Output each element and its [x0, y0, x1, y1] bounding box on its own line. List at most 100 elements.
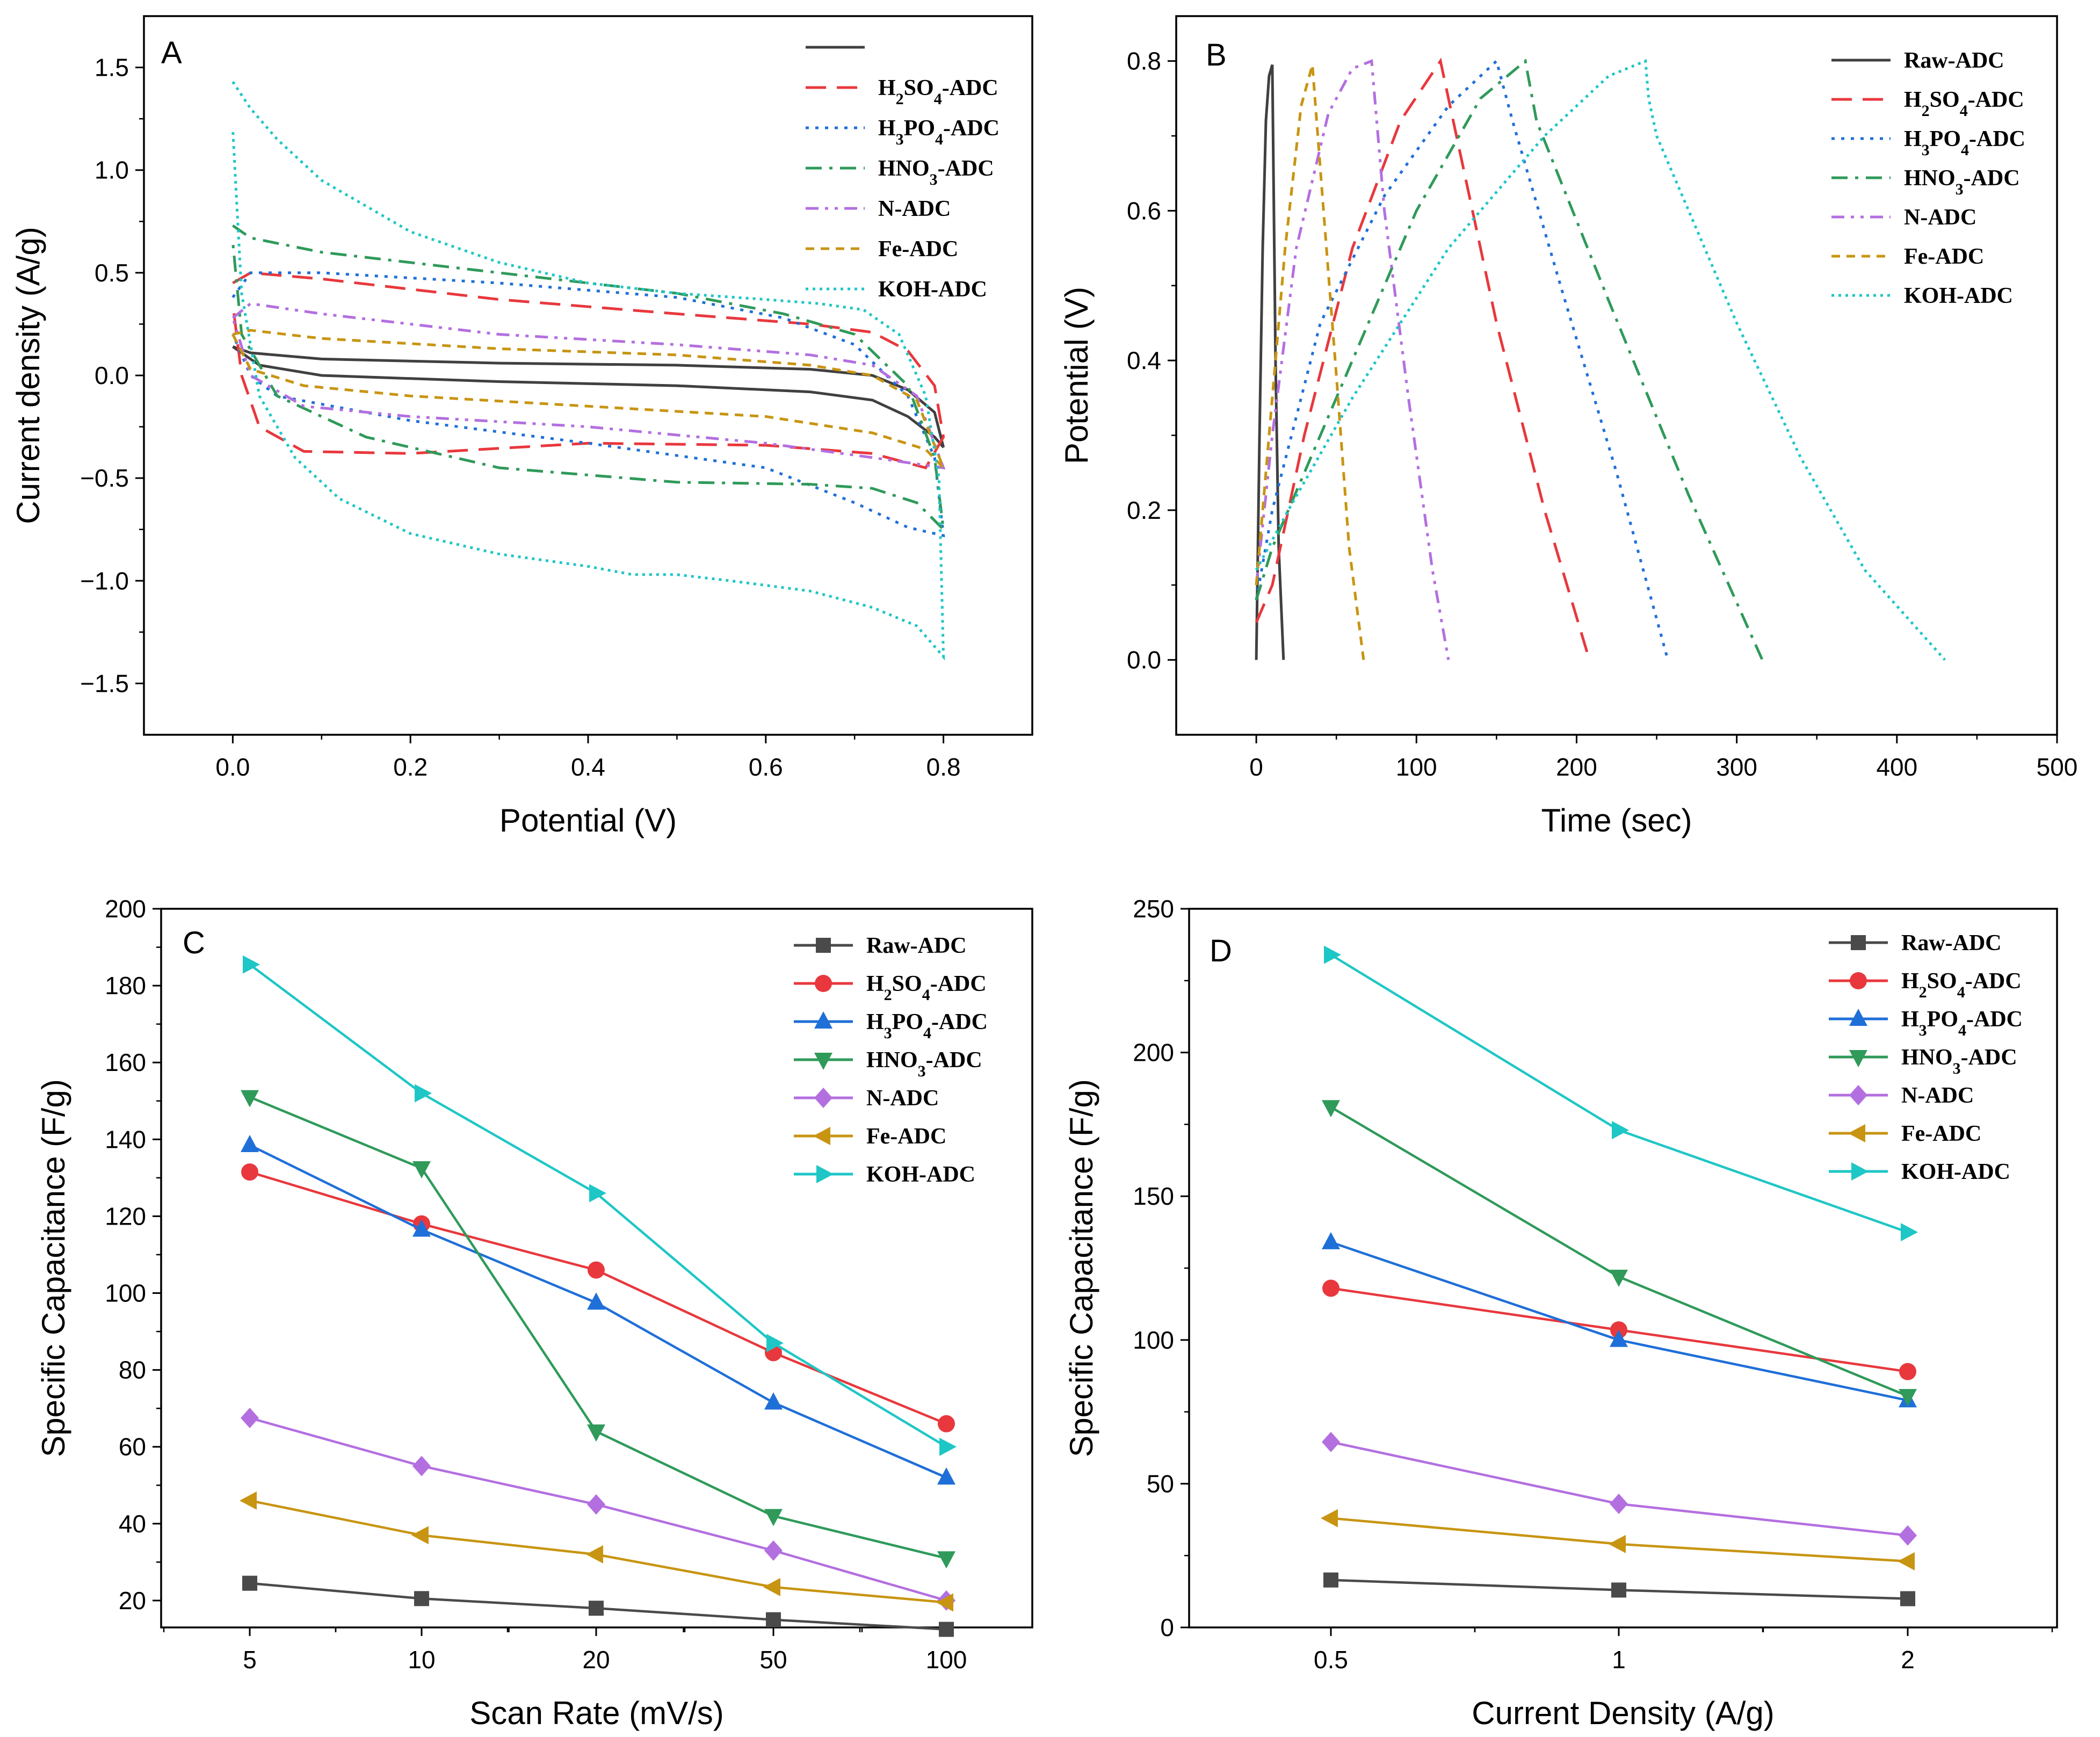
- panel-A-legend: H2SO4-ADC H3PO4-ADC HNO3-ADC N-ADC Fe-ADC KOH…: [806, 46, 1000, 302]
- legend-label: KOH-ADC: [1901, 1160, 2010, 1184]
- legend-marker: [813, 1127, 830, 1145]
- legend-marker: [815, 975, 832, 992]
- data-point-KOH-ADC: [766, 1334, 784, 1352]
- data-point-N-ADC: [412, 1456, 431, 1477]
- data-point-Raw-ADC: [766, 1612, 781, 1627]
- gcd-curve-KOH-ADC: [1255, 59, 1946, 661]
- y-tick-label: 180: [105, 972, 146, 1000]
- legend-label: Fe-ADC: [1901, 1121, 1981, 1146]
- cv-curve-H2SO4-ADC: [231, 271, 945, 469]
- x-axis-label: Time (sec): [1541, 802, 1692, 838]
- data-point-H2SO4-ADC: [1899, 1363, 1916, 1380]
- x-tick-label: 1: [1612, 1646, 1626, 1674]
- x-tick-label: 50: [759, 1646, 787, 1674]
- data-point-KOH-ADC: [243, 955, 260, 974]
- y-tick-label: −0.5: [80, 464, 129, 492]
- legend-marker: [1849, 1050, 1867, 1067]
- legend-label: Raw-ADC: [1901, 931, 2002, 956]
- panel-C-series: [240, 955, 957, 1637]
- data-point-HNO3-ADC: [1610, 1270, 1628, 1287]
- data-point-H3PO4-ADC: [587, 1292, 605, 1310]
- legend-label: N-ADC: [878, 197, 951, 221]
- data-point-HNO3-ADC: [1899, 1389, 1917, 1407]
- x-tick-label: 100: [926, 1646, 967, 1674]
- y-tick-label: 100: [1133, 1326, 1174, 1354]
- x-tick-label: 500: [2037, 753, 2078, 781]
- data-point-H3PO4-ADC: [1322, 1232, 1340, 1249]
- y-tick-label: −1.5: [80, 669, 129, 697]
- data-point-Fe-ADC: [1321, 1509, 1338, 1528]
- data-point-HNO3-ADC: [241, 1090, 259, 1108]
- gcd-curve-HNO3-ADC: [1255, 58, 1764, 661]
- x-tick-label: 400: [1876, 753, 1917, 781]
- legend-marker: [1849, 1009, 1867, 1026]
- legend-marker: [814, 1088, 832, 1108]
- panel-label: D: [1210, 933, 1232, 968]
- gcd-curve-Fe-ADC: [1255, 64, 1365, 660]
- legend-label: N-ADC: [1904, 205, 1976, 230]
- data-point-HNO3-ADC: [764, 1509, 783, 1526]
- data-point-Raw-ADC: [1323, 1572, 1338, 1588]
- y-tick-label: −1.0: [80, 567, 129, 595]
- x-tick-label: 5: [243, 1646, 257, 1674]
- gcd-curve-H2SO4-ADC: [1255, 57, 1591, 661]
- legend-label: Fe-ADC: [1904, 244, 1984, 269]
- legend-label: KOH-ADC: [866, 1162, 975, 1187]
- y-tick-label: 1.5: [95, 54, 129, 82]
- data-point-N-ADC: [241, 1408, 259, 1429]
- panel-B-series: [1255, 57, 1946, 661]
- y-tick-label: 140: [105, 1125, 146, 1153]
- y-tick-label: 0.8: [1127, 47, 1161, 75]
- cv-curve-Fe-ADC: [231, 329, 945, 469]
- legend-marker: [816, 938, 831, 953]
- y-axis-label: Potential (V): [1059, 287, 1095, 464]
- legend-marker: [814, 1011, 832, 1029]
- x-tick-label: 20: [582, 1646, 610, 1674]
- legend-label: KOH-ADC: [878, 277, 987, 302]
- x-tick-label: 300: [1716, 753, 1757, 781]
- series-line-KOH-ADC: [249, 963, 947, 1448]
- y-tick-label: 250: [1133, 895, 1174, 923]
- data-point-Fe-ADC: [936, 1593, 953, 1612]
- cv-curve-Raw-ADC: [231, 345, 945, 448]
- legend-label: H2SO4-ADC: [1901, 969, 2022, 1001]
- x-axis-label: Potential (V): [499, 802, 677, 838]
- y-tick-label: 40: [119, 1510, 146, 1538]
- legend-label: H3PO4-ADC: [1904, 127, 2025, 159]
- panel-label: A: [161, 35, 182, 70]
- x-tick-label: 0.6: [749, 753, 783, 781]
- data-point-H3PO4-ADC: [412, 1219, 431, 1237]
- x-axis-label: Current Density (A/g): [1472, 1695, 1775, 1731]
- legend-label: H3PO4-ADC: [1901, 1007, 2023, 1039]
- data-point-HNO3-ADC: [1322, 1100, 1340, 1118]
- y-tick-label: 60: [119, 1433, 146, 1461]
- legend-marker: [1851, 935, 1866, 950]
- data-point-KOH-ADC: [939, 1437, 957, 1456]
- legend-label: Raw-ADC: [1904, 48, 2004, 73]
- x-tick-label: 0.2: [393, 753, 428, 781]
- legend-label: HNO3-ADC: [866, 1048, 982, 1080]
- legend-label: N-ADC: [1901, 1083, 1974, 1108]
- y-tick-label: 0.5: [95, 259, 129, 287]
- y-tick-label: 0.0: [1127, 646, 1161, 674]
- data-point-Raw-ADC: [939, 1622, 954, 1637]
- y-tick-label: 150: [1133, 1182, 1174, 1210]
- legend-label: H2SO4-ADC: [1904, 88, 2024, 120]
- data-point-Fe-ADC: [411, 1526, 429, 1545]
- y-tick-label: 200: [1133, 1039, 1174, 1067]
- x-tick-label: 200: [1556, 753, 1597, 781]
- data-point-HNO3-ADC: [412, 1161, 431, 1178]
- legend-marker: [1848, 1124, 1865, 1142]
- y-tick-label: 20: [119, 1587, 146, 1615]
- legend-label: KOH-ADC: [1904, 284, 2013, 308]
- panel-B-axes: 0.0 0.2 0.4 0.6 0.8 0 100 200 300 400 500 Time (sec…: [1059, 15, 2078, 838]
- cv-curve-KOH-ADC: [231, 81, 945, 661]
- y-tick-label: 50: [1147, 1470, 1174, 1497]
- data-point-Fe-ADC: [586, 1545, 603, 1564]
- panel-C-legend: Raw-ADC H2SO4-ADC H3PO4-ADC HNO3-ADC N-ADC Fe…: [794, 933, 988, 1187]
- y-tick-label: 200: [105, 895, 146, 923]
- data-point-KOH-ADC: [589, 1184, 606, 1203]
- legend-label: Fe-ADC: [866, 1124, 946, 1149]
- data-point-KOH-ADC: [415, 1084, 432, 1103]
